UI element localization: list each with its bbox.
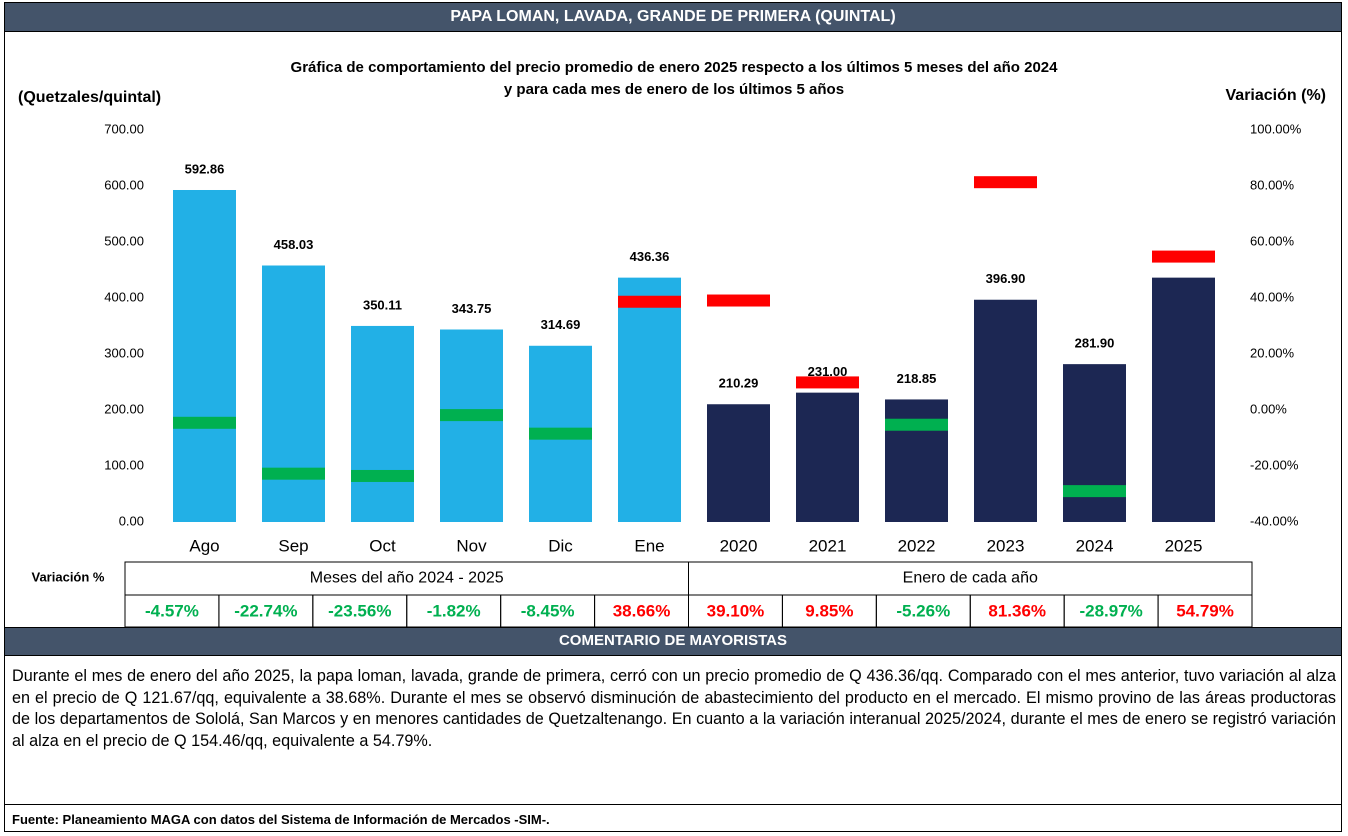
comment-header: COMENTARIO DE MAYORISTAS [4, 627, 1342, 656]
variation-marker [885, 418, 948, 431]
table-group-label: Meses del año 2024 - 2025 [310, 570, 504, 587]
table-value: -8.45% [521, 601, 575, 620]
x-tick-label: 2023 [987, 536, 1025, 555]
x-tick-label: 2021 [809, 536, 847, 555]
header-bar: PAPA LOMAN, LAVADA, GRANDE DE PRIMERA (Q… [4, 2, 1342, 32]
y-tick-label: 200.00 [104, 401, 144, 416]
x-tick-label: 2025 [1165, 536, 1203, 555]
table-value: 39.10% [707, 601, 765, 620]
chart-subtitle: y para cada mes de enero de los últimos … [504, 81, 844, 98]
table-value: -5.26% [896, 601, 950, 620]
x-tick-label: Dic [548, 536, 573, 555]
value-label: 281.90 [1075, 336, 1115, 351]
y2-tick-label: -40.00% [1250, 513, 1299, 528]
x-tick-label: Nov [456, 536, 487, 555]
variation-marker [618, 295, 681, 308]
table-value: 81.36% [988, 601, 1046, 620]
y2-tick-label: 100.00% [1250, 121, 1302, 136]
variation-marker [351, 469, 414, 482]
y2-tick-label: -20.00% [1250, 457, 1299, 472]
bar [262, 265, 325, 522]
y-axis-label: (Quetzales/quintal) [18, 89, 161, 106]
variation-marker [262, 467, 325, 480]
x-tick-label: Ago [189, 536, 219, 555]
bar [351, 325, 414, 522]
x-tick-label: 2020 [720, 536, 758, 555]
variation-marker [974, 176, 1037, 189]
variation-marker [707, 294, 770, 307]
table-label: Variación % [32, 569, 105, 584]
y-tick-label: 100.00 [104, 457, 144, 472]
variation-marker [529, 427, 592, 440]
y2-tick-label: 40.00% [1250, 289, 1295, 304]
y2-axis-label: Variación (%) [1226, 87, 1326, 104]
footer-source: Fuente: Planeamiento MAGA con datos del … [12, 812, 550, 827]
bar [1152, 277, 1215, 522]
variation-marker [173, 416, 236, 429]
bar [1063, 364, 1126, 522]
variation-marker [1152, 250, 1215, 263]
variation-marker [440, 409, 503, 422]
x-tick-label: 2022 [898, 536, 936, 555]
value-label: 231.00 [808, 364, 848, 379]
bar [707, 404, 770, 522]
value-label: 314.69 [541, 317, 581, 332]
y-tick-label: 0.00 [119, 513, 144, 528]
variation-marker [1063, 485, 1126, 498]
chart: Gráfica de comportamiento del precio pro… [18, 59, 1326, 628]
y2-tick-label: 80.00% [1250, 177, 1295, 192]
y-tick-label: 400.00 [104, 289, 144, 304]
table-value: -28.97% [1079, 601, 1142, 620]
table-value: -22.74% [234, 601, 297, 620]
variation-marker [796, 376, 859, 389]
table-value: -1.82% [427, 601, 481, 620]
x-tick-label: Ene [634, 536, 664, 555]
footer: Fuente: Planeamiento MAGA con datos del … [4, 804, 1342, 832]
table-value: -23.56% [328, 601, 391, 620]
value-label: 350.11 [363, 297, 402, 312]
bar [974, 299, 1037, 522]
header-title: PAPA LOMAN, LAVADA, GRANDE DE PRIMERA (Q… [450, 8, 896, 25]
table-value: 38.66% [613, 601, 671, 620]
value-label: 210.29 [719, 376, 759, 391]
table-value: 54.79% [1176, 601, 1234, 620]
bar [440, 329, 503, 522]
table-value: -4.57% [145, 601, 199, 620]
y-tick-label: 600.00 [104, 177, 144, 192]
comment-title: COMENTARIO DE MAYORISTAS [558, 632, 788, 649]
value-label: 396.90 [986, 271, 1026, 286]
y-tick-label: 300.00 [104, 345, 144, 360]
x-tick-label: Sep [278, 536, 308, 555]
table-group-label: Enero de cada año [903, 570, 1038, 587]
value-label: 343.75 [452, 301, 492, 316]
y-tick-label: 700.00 [104, 121, 144, 136]
bar [796, 392, 859, 522]
bar [618, 277, 681, 522]
x-tick-label: 2024 [1076, 536, 1114, 555]
chart-title: Gráfica de comportamiento del precio pro… [291, 59, 1059, 76]
value-label: 436.36 [630, 249, 670, 264]
bar [885, 399, 948, 522]
bar [173, 189, 236, 522]
y2-tick-label: 60.00% [1250, 233, 1295, 248]
value-label: 592.86 [185, 161, 225, 176]
y2-tick-label: 20.00% [1250, 345, 1295, 360]
y2-tick-label: 0.00% [1250, 401, 1287, 416]
value-label: 218.85 [897, 371, 937, 386]
comment-text: Durante el mes de enero del año 2025, la… [12, 667, 1336, 750]
y-tick-label: 500.00 [104, 233, 144, 248]
table-value: 9.85% [805, 601, 853, 620]
value-label: 458.03 [274, 237, 314, 252]
x-tick-label: Oct [369, 536, 396, 555]
